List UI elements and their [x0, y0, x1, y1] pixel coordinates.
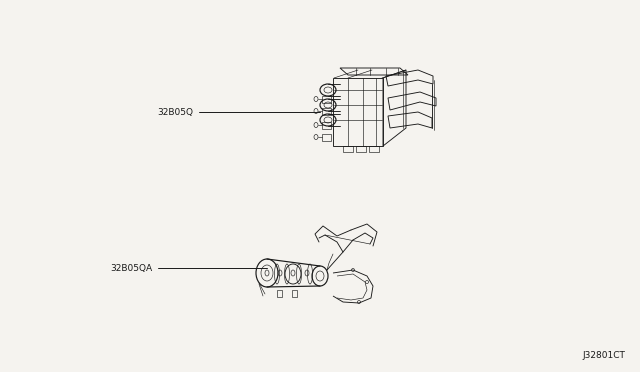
Text: 32B05Q: 32B05Q — [157, 108, 193, 116]
Text: J32801CT: J32801CT — [582, 351, 625, 360]
Text: 32B05QA: 32B05QA — [110, 263, 152, 273]
